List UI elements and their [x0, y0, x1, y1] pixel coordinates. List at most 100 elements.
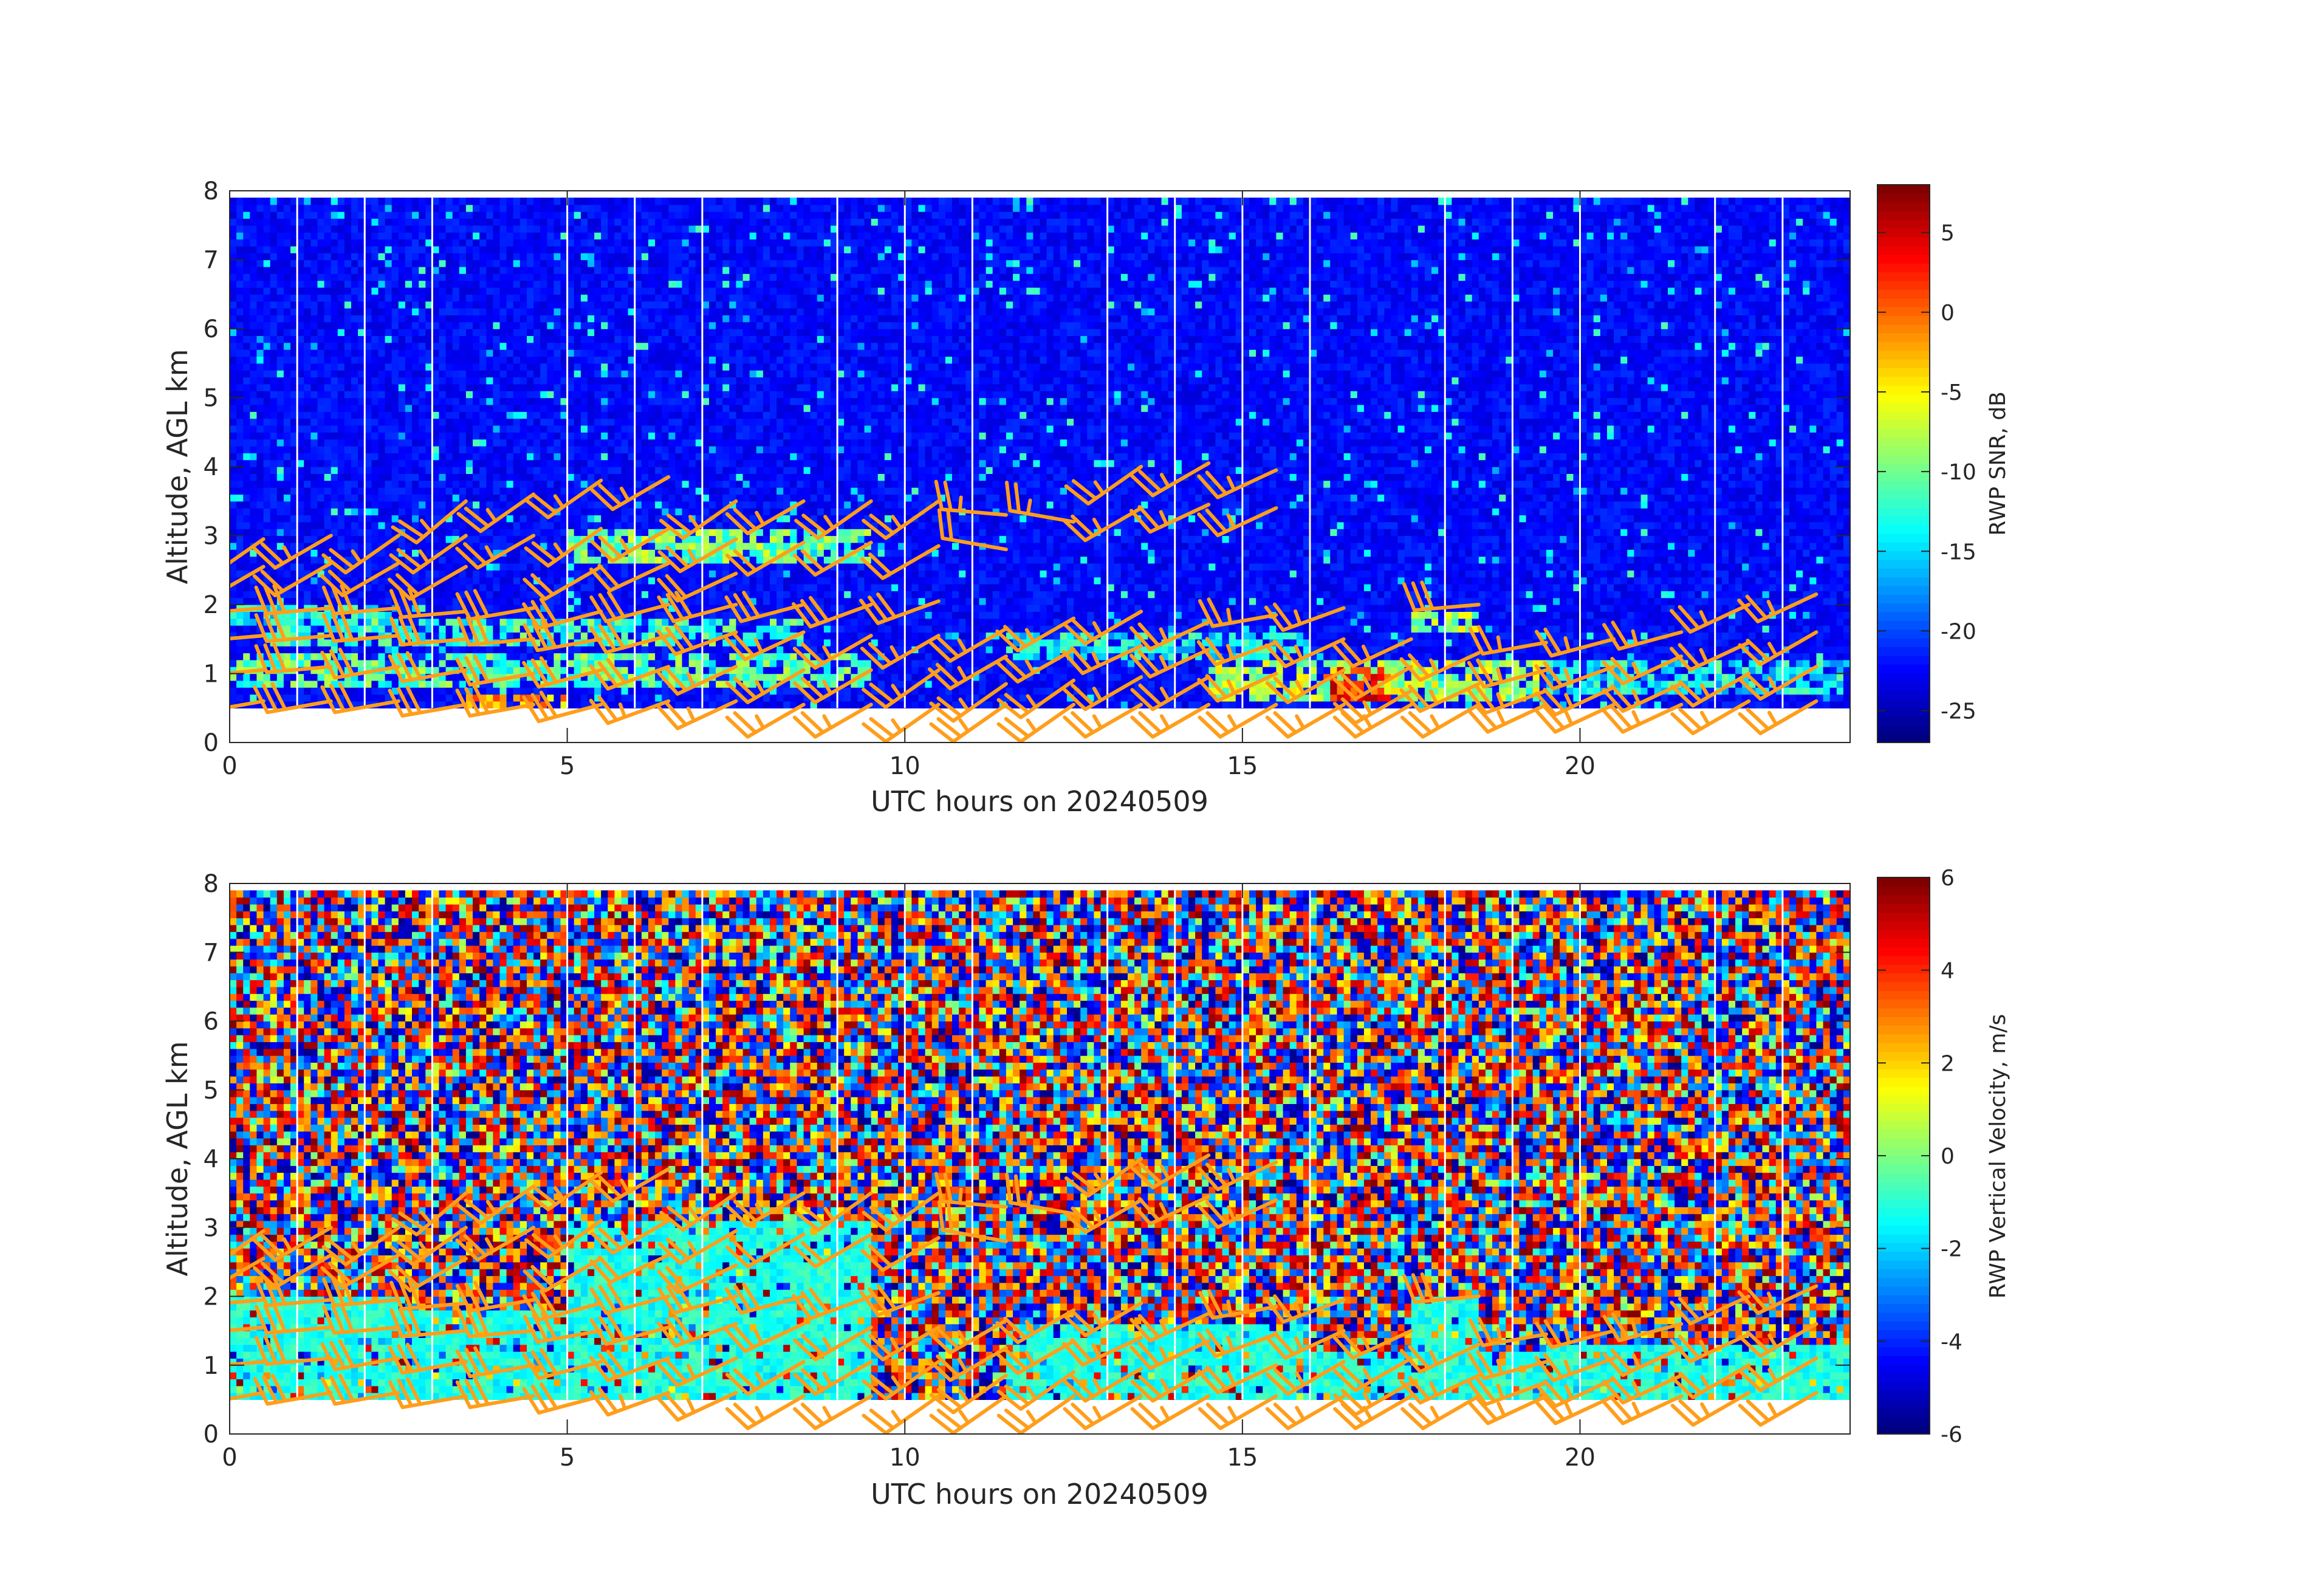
heatmap-cell: [385, 384, 392, 391]
heatmap-cell: [507, 377, 514, 385]
heatmap-cell: [385, 232, 392, 239]
heatmap-cell: [256, 398, 264, 405]
heatmap-cell: [338, 260, 345, 267]
heatmap-cell: [432, 543, 439, 550]
heatmap-cell: [540, 267, 547, 274]
heatmap-cell: [574, 695, 581, 702]
heatmap-cell: [473, 370, 480, 377]
heatmap-cell: [379, 508, 386, 515]
heatmap-cell: [473, 343, 480, 350]
heatmap-cell: [310, 294, 318, 301]
heatmap-cell: [453, 343, 460, 350]
heatmap-cell: [331, 487, 338, 495]
heatmap-cell: [614, 370, 622, 377]
heatmap-cell: [533, 349, 541, 357]
heatmap-cell: [331, 246, 338, 253]
heatmap-cell: [385, 377, 392, 385]
heatmap-cell: [379, 611, 386, 619]
heatmap-cell: [432, 308, 439, 315]
heatmap-cell: [419, 335, 426, 343]
heatmap-cell: [520, 446, 527, 453]
heatmap-cell: [614, 335, 622, 343]
heatmap-cell: [277, 481, 284, 488]
heatmap-cell: [533, 232, 541, 239]
heatmap-cell: [412, 398, 419, 405]
heatmap-cell: [581, 281, 588, 288]
heatmap-cell: [662, 343, 669, 350]
heatmap-cell: [608, 301, 615, 309]
heatmap-cell: [581, 591, 588, 598]
heatmap-cell: [236, 646, 244, 653]
heatmap-cell: [622, 343, 629, 350]
heatmap-cell: [446, 391, 453, 398]
heatmap-cell: [567, 453, 575, 460]
heatmap-cell: [399, 205, 406, 212]
heatmap-cell: [419, 460, 426, 467]
heatmap-cell: [230, 398, 237, 405]
heatmap-cell: [371, 225, 379, 233]
heatmap-cell: [520, 377, 527, 385]
heatmap-cell: [439, 439, 447, 447]
heatmap-cell: [500, 322, 507, 329]
heatmap-cell: [675, 273, 682, 281]
heatmap-cell: [264, 246, 271, 253]
heatmap-cell: [365, 522, 372, 529]
heatmap-cell: [344, 536, 352, 543]
heatmap-cell: [622, 522, 629, 529]
heatmap-cell: [554, 197, 561, 205]
heatmap-cell: [379, 294, 386, 301]
heatmap-cell: [236, 529, 244, 536]
heatmap-cell: [331, 315, 338, 322]
heatmap-cell: [479, 197, 487, 205]
heatmap-cell: [432, 653, 439, 660]
heatmap-cell: [270, 205, 278, 212]
heatmap-cell: [392, 232, 399, 239]
heatmap-cell: [310, 322, 318, 329]
heatmap-cell: [642, 653, 649, 660]
heatmap-cell: [513, 370, 521, 377]
heatmap-cell: [486, 425, 493, 433]
heatmap-cell: [614, 419, 622, 426]
heatmap-cell: [668, 501, 676, 509]
heatmap-cell: [493, 432, 500, 439]
heatmap-cell: [304, 329, 311, 336]
heatmap-cell: [513, 377, 521, 385]
heatmap-cell: [507, 349, 514, 357]
heatmap-cell: [256, 439, 264, 447]
heatmap-cell: [310, 625, 318, 633]
heatmap-cell: [581, 419, 588, 426]
heatmap-cell: [574, 549, 581, 557]
heatmap-cell: [486, 211, 493, 219]
heatmap-cell: [622, 211, 629, 219]
heatmap-cell: [594, 425, 602, 433]
heatmap-cell: [588, 467, 595, 474]
heatmap-cell: [351, 197, 358, 205]
heatmap-cell: [493, 570, 500, 577]
heatmap-cell: [601, 356, 608, 363]
heatmap-cell: [236, 308, 244, 315]
heatmap-cell: [256, 425, 264, 433]
heatmap-cell: [324, 232, 332, 239]
heatmap-cell: [655, 218, 662, 225]
heatmap-cell: [547, 260, 554, 267]
heatmap-cell: [338, 281, 345, 288]
heatmap-cell: [351, 260, 358, 267]
heatmap-cell: [554, 432, 561, 439]
heatmap-cell: [635, 646, 642, 653]
heatmap-cell: [344, 322, 352, 329]
heatmap-cell: [668, 267, 676, 274]
heatmap-cell: [250, 598, 257, 605]
heatmap-cell: [256, 211, 264, 219]
heatmap-cell: [453, 211, 460, 219]
heatmap-cell: [351, 273, 358, 281]
heatmap-cell: [500, 343, 507, 350]
heatmap-cell: [439, 432, 447, 439]
heatmap-cell: [513, 619, 521, 626]
heatmap-cell: [493, 646, 500, 653]
heatmap-cell: [250, 301, 257, 309]
heatmap-cell: [304, 363, 311, 371]
heatmap-cell: [405, 453, 413, 460]
heatmap-cell: [520, 515, 527, 523]
heatmap-cell: [614, 529, 622, 536]
heatmap-cell: [405, 232, 413, 239]
